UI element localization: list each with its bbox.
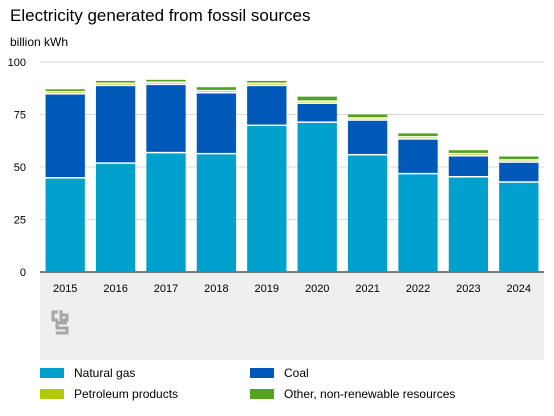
bar-segment xyxy=(247,84,287,85)
bar-segment xyxy=(297,104,337,122)
bar-segment xyxy=(45,92,85,94)
x-tick-label: 2020 xyxy=(305,283,329,295)
x-tick-label: 2019 xyxy=(255,283,279,295)
bar-segment xyxy=(448,154,489,155)
bar-segment xyxy=(398,133,438,137)
bar-segment xyxy=(297,122,337,273)
legend: Natural gas Coal Petroleum products Othe… xyxy=(40,366,550,410)
bar-segment xyxy=(347,114,388,118)
bar-segment xyxy=(95,86,136,163)
x-tick-label: 2017 xyxy=(154,283,178,295)
legend-label: Natural gas xyxy=(74,366,136,380)
bar-segment xyxy=(247,126,287,272)
bar-segment xyxy=(247,86,287,125)
legend-swatch xyxy=(40,389,64,399)
bar-segment xyxy=(196,154,237,272)
legend-label: Other, non-renewable resources xyxy=(284,387,456,401)
bar-segment xyxy=(448,156,489,176)
bar-segment xyxy=(146,85,186,152)
y-tick-label: 100 xyxy=(8,57,26,69)
bar-segment xyxy=(297,96,337,101)
bar-segment xyxy=(196,87,237,90)
bar-segment xyxy=(146,83,186,84)
y-tick-label: 50 xyxy=(14,162,26,174)
bar-segment xyxy=(398,174,438,272)
bar-segment xyxy=(398,137,438,139)
y-axis-unit: billion kWh xyxy=(10,35,69,49)
bar-segment xyxy=(347,118,388,120)
cbs-logo-icon xyxy=(51,310,69,335)
legend-item-other-non-renewable: Other, non-renewable resources xyxy=(250,387,455,401)
bar-segment xyxy=(247,80,287,83)
legend-item-petroleum-products: Petroleum products xyxy=(40,387,178,401)
bar-segment xyxy=(45,89,85,91)
x-tick-label: 2022 xyxy=(406,283,430,295)
bar-segment xyxy=(297,101,337,103)
bar-segment xyxy=(45,94,85,178)
legend-swatch xyxy=(40,368,64,378)
x-tick-labels: 2015 2016 2017 2018 2019 2020 2021 2022 2023 2024 xyxy=(53,283,531,295)
x-tick-label: 2024 xyxy=(507,283,531,295)
bar-segment xyxy=(499,162,539,182)
bar-segment xyxy=(45,178,85,272)
bar-segment xyxy=(347,155,388,272)
bar-segment xyxy=(146,79,186,82)
y-tick-labels: 0 25 50 75 100 xyxy=(8,57,26,279)
bar-segment xyxy=(448,177,489,272)
bar-segment xyxy=(95,163,136,272)
legend-swatch xyxy=(250,389,274,399)
legend-label: Coal xyxy=(284,366,309,380)
bar-segment xyxy=(146,153,186,272)
y-tick-label: 75 xyxy=(14,110,26,122)
x-tick-label: 2016 xyxy=(103,283,127,295)
bar-segment xyxy=(499,156,539,160)
bar-segment xyxy=(347,120,388,154)
bar-segment xyxy=(196,93,237,153)
bar-segment xyxy=(499,182,539,272)
legend-item-coal: Coal xyxy=(250,366,309,380)
legend-swatch xyxy=(250,368,274,378)
legend-item-natural-gas: Natural gas xyxy=(40,366,135,380)
bar-segment xyxy=(95,84,136,85)
chart-title: Electricity generated from fossil source… xyxy=(10,6,311,25)
bars xyxy=(45,79,539,273)
x-tick-label: 2023 xyxy=(456,283,480,295)
legend-label: Petroleum products xyxy=(74,387,179,401)
y-tick-label: 25 xyxy=(14,215,26,227)
bar-segment xyxy=(196,91,237,92)
x-tick-label: 2021 xyxy=(355,283,379,295)
x-tick-label: 2018 xyxy=(204,283,228,295)
y-tick-label: 0 xyxy=(20,267,26,279)
bar-segment xyxy=(448,150,489,153)
bar-segment xyxy=(95,80,136,83)
bar-segment xyxy=(398,139,438,173)
x-axis-band xyxy=(40,272,544,360)
bar-segment xyxy=(499,160,539,162)
x-tick-label: 2015 xyxy=(53,283,77,295)
